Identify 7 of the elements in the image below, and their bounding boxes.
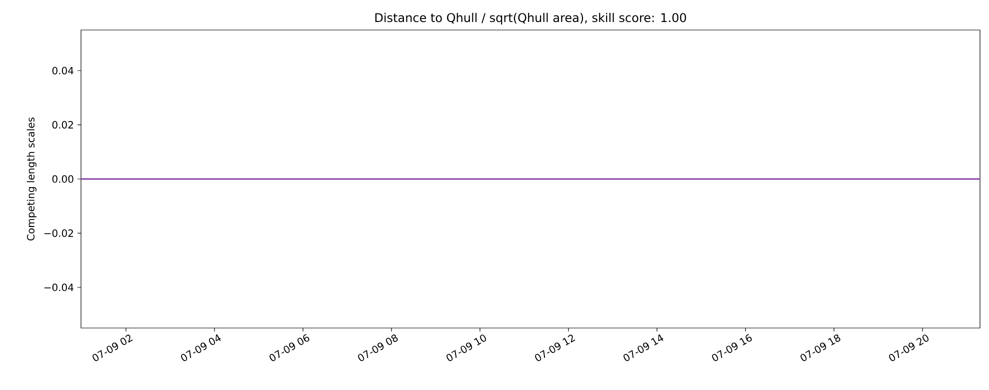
y-tick-label: −0.02: [44, 229, 73, 237]
y-tick-label: 0.02: [52, 121, 73, 129]
y-tick-label: 0.00: [52, 175, 74, 183]
chart-title: Distance to Qhull / sqrt(Qhull area), skill score: 1.00: [375, 12, 686, 24]
y-tick-label: 0.04: [52, 66, 74, 74]
y-axis-title: Competing length scales: [26, 118, 36, 240]
y-tick-label: −0.04: [44, 284, 74, 292]
